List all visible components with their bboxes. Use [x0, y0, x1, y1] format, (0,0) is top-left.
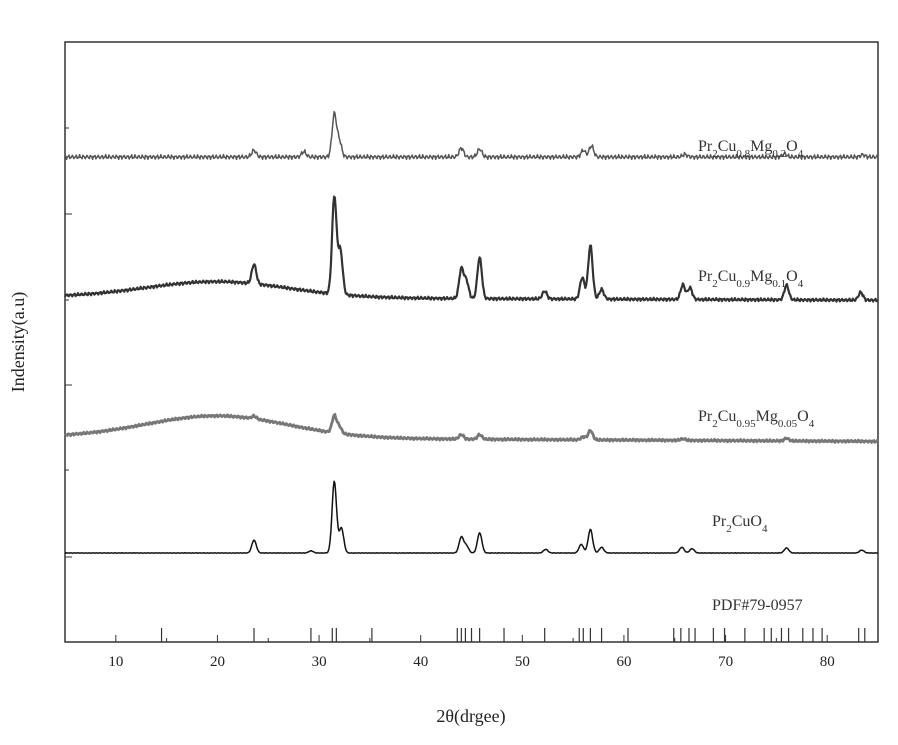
x-tick-label: 50: [515, 654, 530, 670]
series-label-part: 0.8: [736, 148, 750, 160]
series-lines: [63, 110, 880, 554]
series-label-part: Pr: [698, 138, 713, 155]
series-label-part: 2: [726, 523, 732, 535]
series-label: Pr2CuO4: [712, 513, 768, 535]
series-label: Pr2Cu0.9Mg0.1O4: [698, 268, 804, 290]
x-axis-label: 2θ(drgee): [436, 706, 505, 727]
series-label-part: Pr: [698, 268, 713, 285]
x-tick-label: 30: [312, 654, 327, 670]
series-label-part: Mg: [756, 408, 778, 425]
series-line: [64, 110, 879, 161]
series-label-part: 4: [798, 278, 804, 290]
y-axis-ticks: [65, 127, 72, 558]
series-label-part: Mg: [750, 138, 772, 155]
series-label-part: Cu: [718, 408, 737, 425]
series-label-part: 0.9: [736, 278, 750, 290]
series-label-part: Pr: [712, 513, 727, 530]
series-label-part: 4: [762, 523, 768, 535]
series-label-part: O: [786, 138, 798, 155]
series-label: Pr2Cu0.8Mg0.2O4: [698, 138, 804, 160]
series-label-part: 2: [712, 418, 718, 430]
series-label-part: Pr: [698, 408, 713, 425]
x-tick-label: 10: [108, 654, 123, 670]
x-tick-label: 40: [413, 654, 428, 670]
series-line: [64, 480, 879, 554]
series-label-part: 2: [712, 148, 718, 160]
series-label-part: O: [786, 268, 798, 285]
series-label: Pr2Cu0.95Mg0.05O4: [698, 408, 815, 430]
series-label-part: 2: [712, 278, 718, 290]
series-line: [64, 413, 880, 444]
series-label-part: 0.2: [772, 148, 786, 160]
series-label-part: Mg: [750, 268, 772, 285]
y-axis-label: Indensity(a.u): [8, 292, 29, 392]
series-label-part: 4: [809, 418, 815, 430]
x-tick-label: 20: [210, 654, 225, 670]
series-label-part: CuO: [732, 513, 762, 530]
x-tick-label: 80: [820, 654, 835, 670]
series-line: [63, 195, 879, 303]
reference-label: PDF#79-0957: [712, 597, 803, 614]
series-label-part: O: [797, 408, 809, 425]
series-label-part: Cu: [718, 138, 737, 155]
series-labels: Pr2Cu0.8Mg0.2O4Pr2Cu0.9Mg0.1O4Pr2Cu0.95M…: [698, 138, 815, 614]
series-label-part: 0.1: [772, 278, 786, 290]
series-label-part: 4: [798, 148, 804, 160]
series-label-part: 0.95: [736, 418, 756, 430]
x-tick-label: 70: [718, 654, 733, 670]
series-label-part: Cu: [718, 268, 737, 285]
x-tick-label: 60: [616, 654, 631, 670]
reference-pattern: [160, 628, 866, 642]
series-label-part: 0.05: [778, 418, 798, 430]
x-axis-ticks: 10 20 30 40 50 60 70 80: [64, 635, 879, 670]
